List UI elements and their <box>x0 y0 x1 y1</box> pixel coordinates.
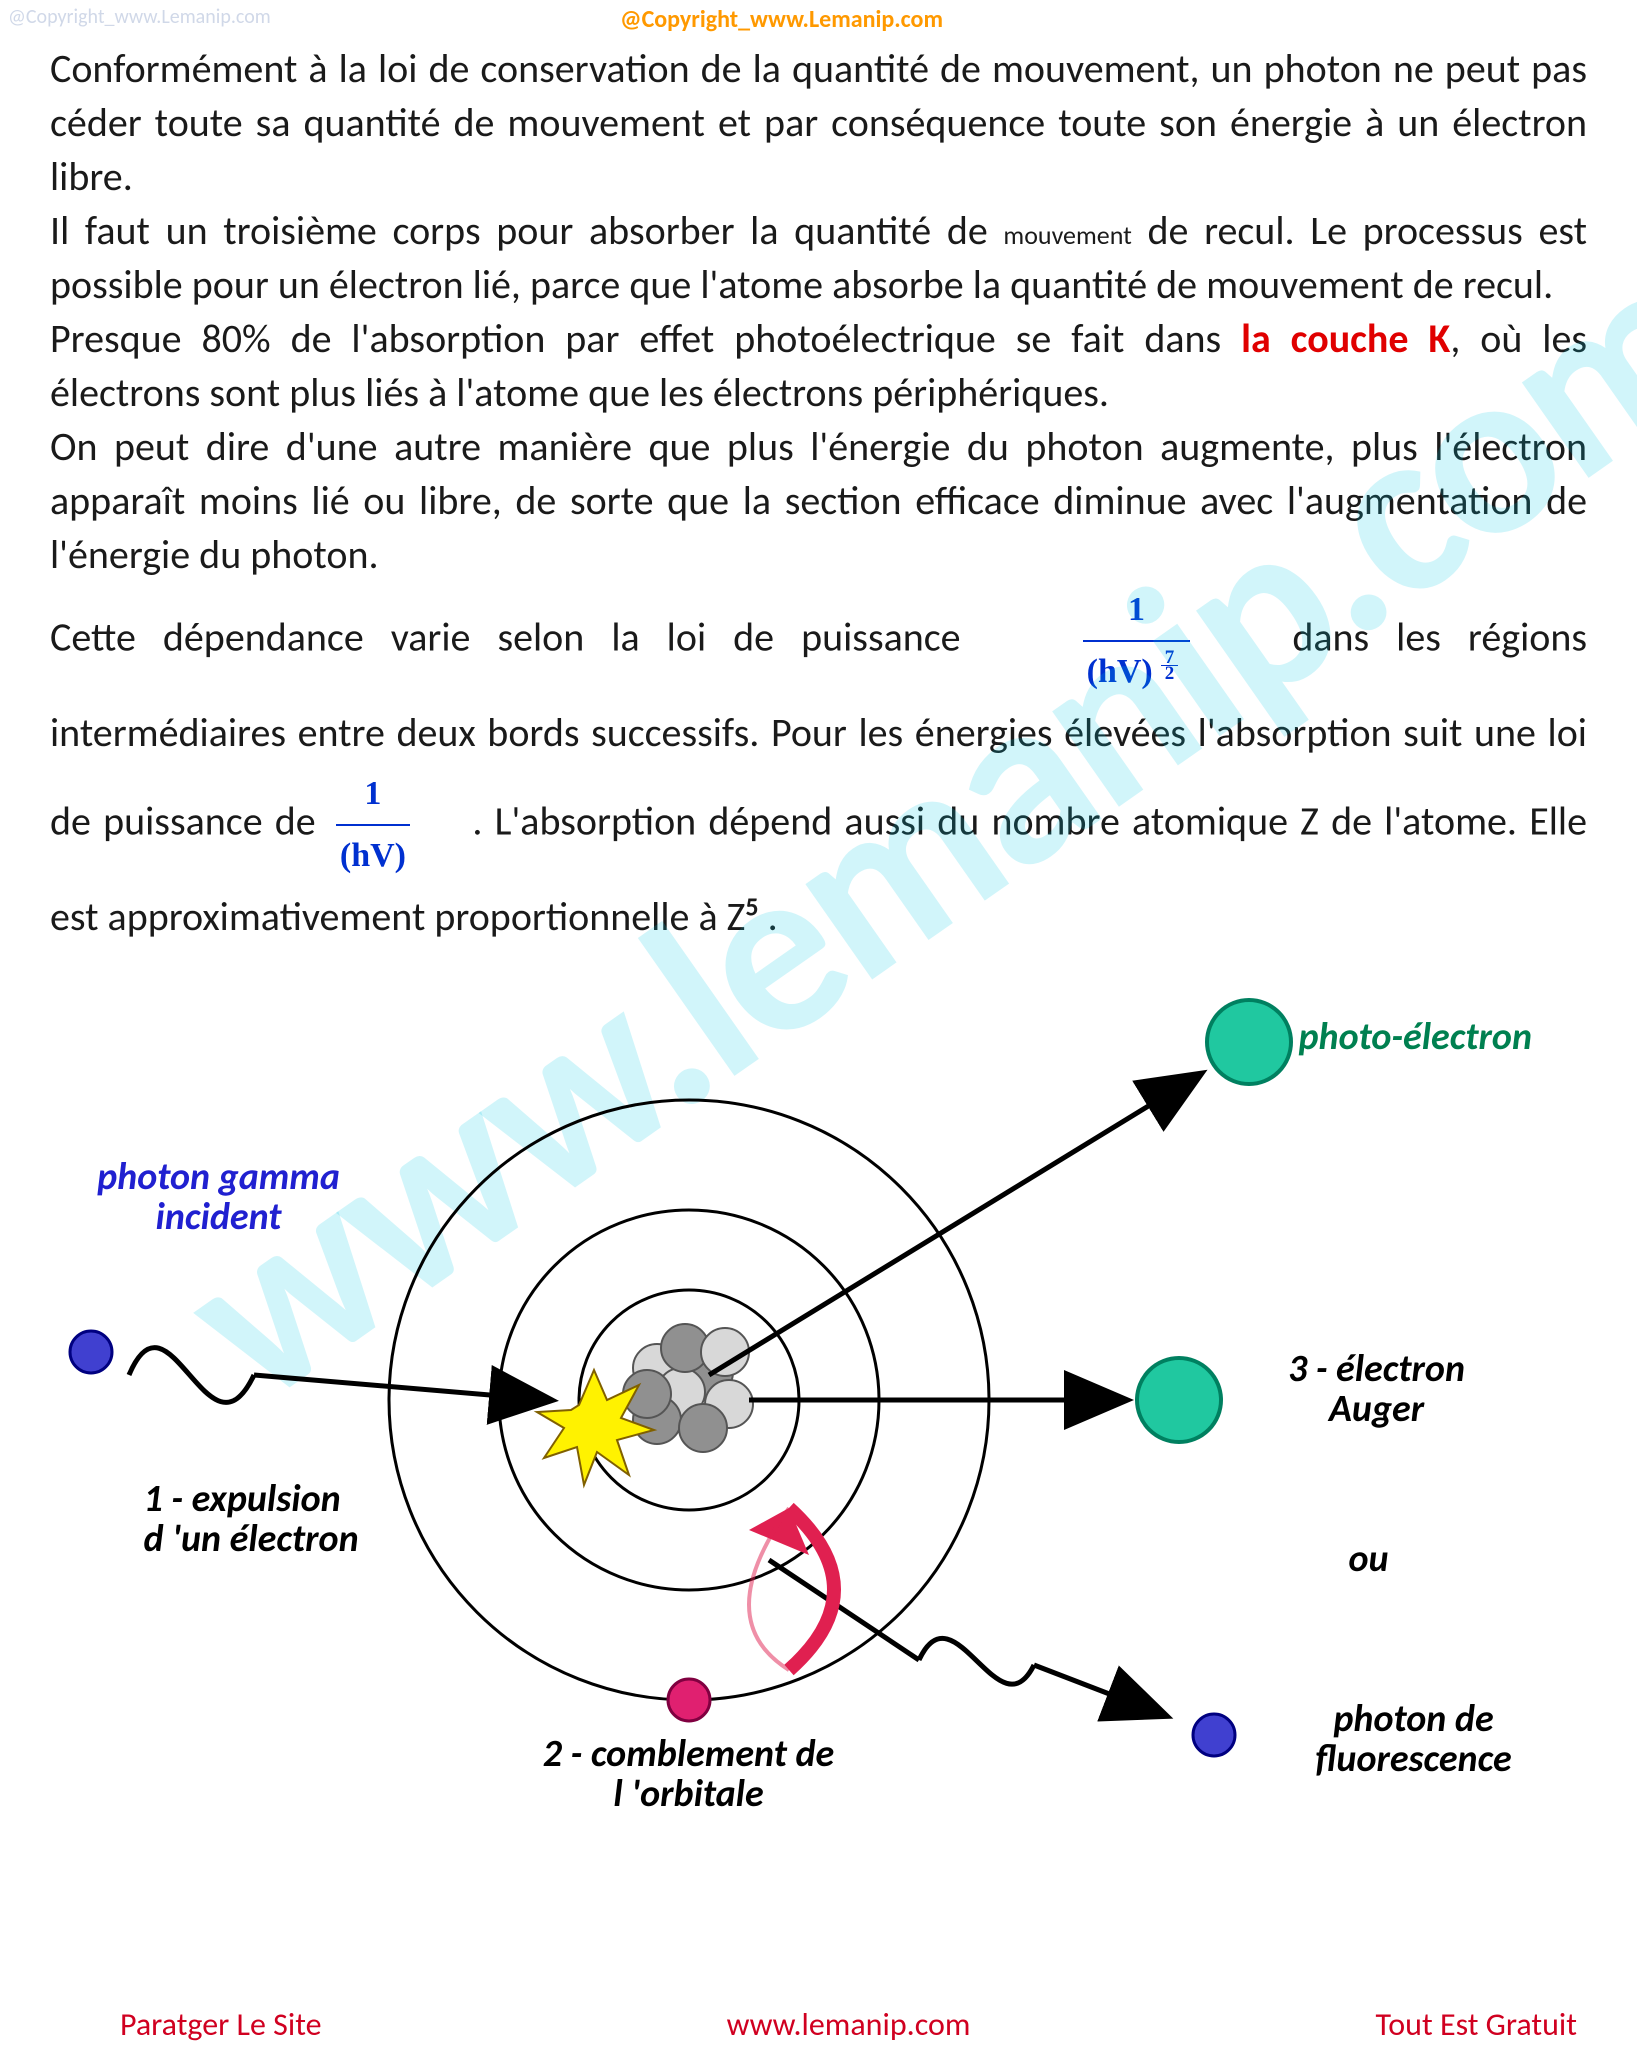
auger-electron-dot <box>1137 1358 1221 1442</box>
incident-wave <box>129 1348 254 1403</box>
formula-1-den: (hV)72 <box>1083 642 1191 700</box>
formula-1-num: 1 <box>1083 582 1191 642</box>
fluorescence-line-1 <box>769 1560 919 1660</box>
label-ou: ou <box>1349 1540 1389 1580</box>
formula-2-den: (hV) <box>336 826 410 884</box>
footer-left: Paratger Le Site <box>120 2005 321 2044</box>
z-exponent: 5 <box>745 891 758 923</box>
page-footer: Paratger Le Site www.lemanip.com Tout Es… <box>0 2005 1637 2048</box>
incident-arrow <box>254 1375 549 1400</box>
label-photo-electron: photo-électron <box>1299 1018 1533 1058</box>
label-photon-incident: photon gammaincident <box>39 1158 399 1238</box>
formula-2-num: 1 <box>336 766 410 826</box>
paragraph-4: On peut dire d'une autre manière que plu… <box>50 422 1587 579</box>
collision-star <box>537 1370 654 1485</box>
label-auger: 3 - électronAuger <box>1247 1350 1507 1430</box>
fluorescence-photon-dot <box>1193 1714 1235 1756</box>
photoelectric-diagram: photon gammaincident photo-électron 1 - … <box>49 980 1589 1860</box>
incident-photon-dot <box>70 1331 112 1373</box>
label-expulsion: 1 - expulsiond 'un électron <box>144 1480 484 1560</box>
photoelectron-dot <box>1207 1000 1291 1084</box>
paragraph-2a: Il faut un troisième corps pour absorber… <box>50 206 1003 255</box>
formula-1: 1 (hV)72 <box>1083 582 1191 700</box>
photoelectron-arrow <box>709 1075 1199 1375</box>
paragraph-3a: Presque 80% de l'absorption par effet ph… <box>50 314 1241 363</box>
hole-electron-dot <box>668 1679 710 1721</box>
fluorescence-line-2 <box>1034 1665 1164 1715</box>
corner-watermark: @Copyright_www.Lemanip.com <box>8 5 271 29</box>
paragraph-5d: . <box>759 892 778 941</box>
footer-right: Tout Est Gratuit <box>1376 2005 1577 2044</box>
formula-2: 1 (hV) <box>336 766 410 884</box>
label-comblement: 2 - comblement del 'orbitale <box>479 1735 899 1815</box>
label-fluorescence: photon defluorescence <box>1264 1700 1564 1780</box>
paragraph-5a: Cette dépendance varie selon la loi de p… <box>50 613 988 662</box>
highlight-couche-k: la couche K <box>1241 314 1450 363</box>
copyright-watermark: @Copyright_www.Lemanip.com <box>620 5 943 34</box>
paragraph-1: Conformément à la loi de conservation de… <box>50 44 1587 201</box>
footer-center: www.lemanip.com <box>727 2005 971 2044</box>
main-text: Conformément à la loi de conservation de… <box>0 0 1637 950</box>
small-word-mouvement: mouvement <box>1003 219 1131 251</box>
fluorescence-wave <box>919 1639 1034 1685</box>
